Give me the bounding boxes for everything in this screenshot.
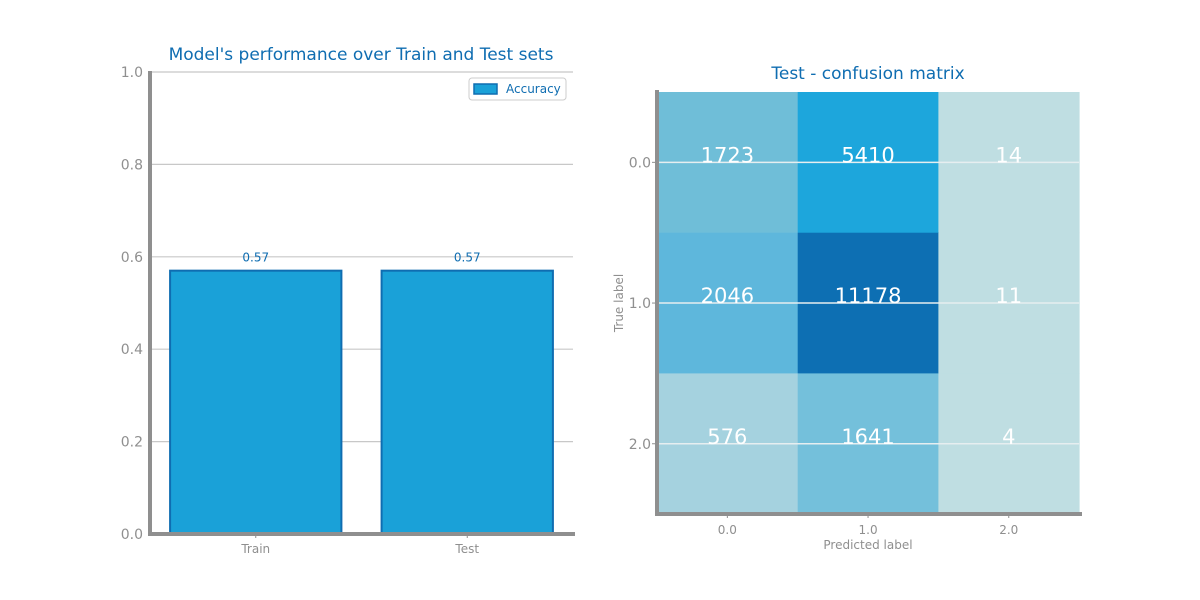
confusion-cell-value: 14 — [995, 143, 1022, 167]
bar-y-tick-label: 0.4 — [121, 342, 143, 358]
bar-train — [169, 269, 343, 535]
bar-y-tick-label: 0.8 — [121, 157, 143, 173]
confusion-matrix-y-label: True label — [612, 274, 626, 333]
confusion-y-tick-label: 0.0 — [629, 155, 651, 171]
confusion-cell-value: 576 — [707, 425, 747, 449]
bar-data-label: 0.57 — [454, 251, 481, 265]
bar-x-tick-label: Test — [454, 542, 479, 556]
confusion-matrix-y-ticks: 0.0 1.0 2.0 — [629, 155, 657, 453]
confusion-matrix-gridlines — [657, 161, 1080, 445]
bar-x-tick-label: Train — [240, 542, 270, 556]
bar-chart-legend: Accuracy — [468, 77, 567, 101]
legend-swatch-accuracy — [473, 83, 498, 95]
bar-data-label: 0.57 — [242, 251, 269, 265]
confusion-y-tick-label: 1.0 — [629, 296, 651, 312]
bar-chart: Model's performance over Train and Test … — [121, 45, 575, 556]
bar-y-tick-label: 0.0 — [121, 527, 143, 543]
bar-y-tick-label: 0.2 — [121, 435, 143, 451]
bar-chart-y-ticks: 0.0 0.2 0.4 0.6 0.8 1.0 — [121, 65, 143, 543]
bar-chart-data-labels: 0.57 0.57 — [242, 251, 480, 265]
bar-chart-x-ticks: Train Test — [240, 534, 479, 556]
confusion-matrix-title: Test - confusion matrix — [770, 64, 964, 84]
confusion-cell-value: 5410 — [841, 143, 894, 167]
bar-y-tick-label: 0.6 — [121, 250, 143, 266]
confusion-matrix-x-label: Predicted label — [823, 538, 912, 552]
confusion-cell-value: 11178 — [835, 284, 902, 308]
confusion-x-tick-label: 0.0 — [718, 523, 737, 537]
confusion-matrix-x-ticks: 0.0 1.0 2.0 — [718, 514, 1018, 537]
confusion-y-tick-label: 2.0 — [629, 437, 651, 453]
confusion-cell-value: 1723 — [701, 143, 754, 167]
confusion-matrix-chart: Test - confusion matrix 1723 5410 14 2046 11… — [612, 64, 1082, 552]
confusion-x-tick-label: 2.0 — [999, 523, 1018, 537]
legend-label-accuracy: Accuracy — [506, 82, 561, 96]
bar-y-tick-label: 1.0 — [121, 65, 143, 81]
bar-chart-bars — [169, 269, 554, 535]
confusion-matrix-cell-values: 1723 5410 14 2046 11178 11 576 1641 4 — [701, 143, 1022, 448]
confusion-cell-value: 4 — [1002, 425, 1015, 449]
confusion-x-tick-label: 1.0 — [859, 523, 878, 537]
bar-test — [380, 269, 554, 535]
bar-chart-title: Model's performance over Train and Test … — [169, 45, 554, 65]
confusion-cell-value: 2046 — [701, 284, 754, 308]
confusion-cell-value: 1641 — [841, 425, 894, 449]
confusion-cell-value: 11 — [995, 284, 1022, 308]
